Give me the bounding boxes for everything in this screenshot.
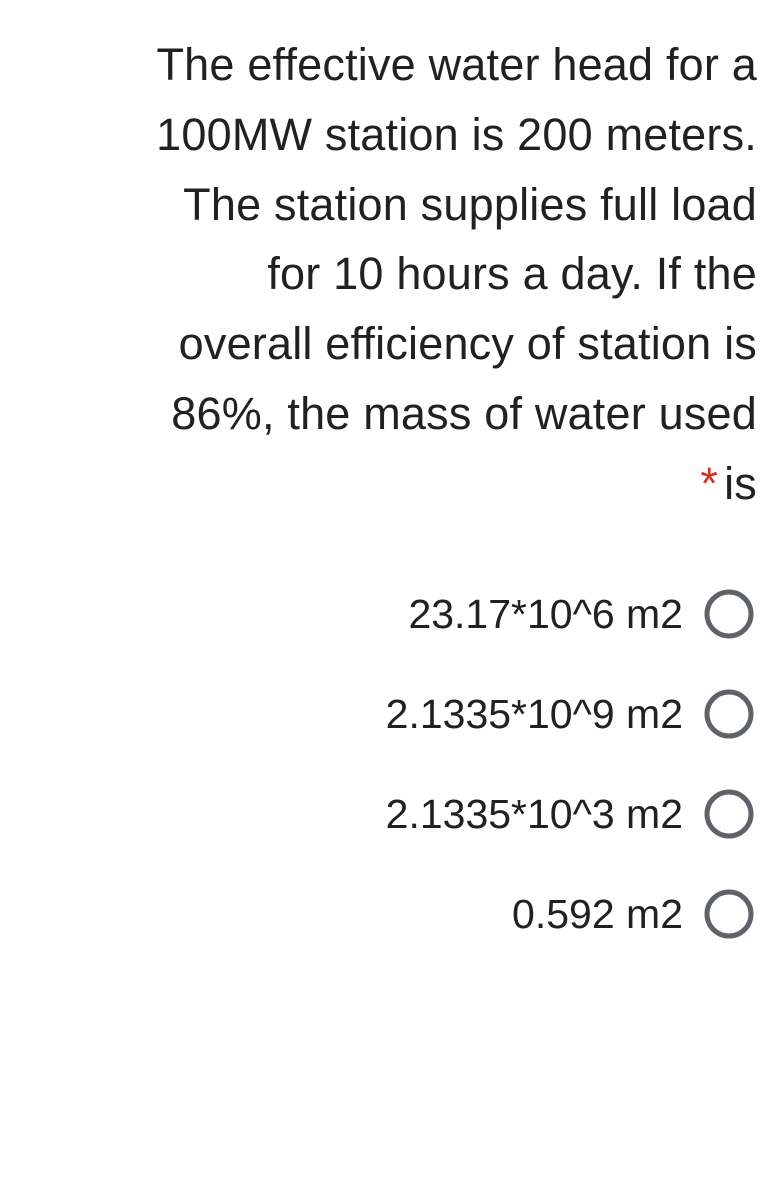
required-asterisk: *: [700, 458, 718, 509]
option-label: 0.592 m2: [512, 891, 683, 938]
option-row[interactable]: 0.592 m2: [512, 888, 755, 940]
radio-unchecked-icon[interactable]: [703, 788, 755, 840]
line-text: The station supplies full load: [183, 179, 757, 230]
line-text: 100MW station is 200 meters.: [156, 109, 757, 160]
option-label: 2.1335*10^9 m2: [386, 691, 683, 738]
line-text: overall efficiency of station is: [179, 318, 757, 369]
question-stem-line: The effective water head for a: [8, 30, 757, 100]
option-label: 2.1335*10^3 m2: [386, 791, 683, 838]
radio-unchecked-icon[interactable]: [703, 588, 755, 640]
option-row[interactable]: 23.17*10^6 m2: [408, 588, 755, 640]
question-stem-line-last: *is: [8, 449, 757, 519]
options-list: 23.17*10^6 m2 2.1335*10^9 m2 2.1335*10^3…: [0, 588, 757, 940]
option-row[interactable]: 2.1335*10^3 m2: [386, 788, 755, 840]
option-label: 23.17*10^6 m2: [408, 591, 683, 638]
line-text: is: [724, 458, 757, 509]
question-stem-block: The effective water head for a 100MW sta…: [0, 30, 757, 518]
question-stem-line: for 10 hours a day. If the: [8, 239, 757, 309]
question-stem-line: overall efficiency of station is: [8, 309, 757, 379]
radio-unchecked-icon[interactable]: [703, 888, 755, 940]
radio-unchecked-icon[interactable]: [703, 688, 755, 740]
quiz-question-card: The effective water head for a 100MW sta…: [0, 0, 779, 1200]
line-text: 86%, the mass of water used: [171, 388, 757, 439]
option-row[interactable]: 2.1335*10^9 m2: [386, 688, 755, 740]
question-stem-line: 86%, the mass of water used: [8, 379, 757, 449]
line-text: The effective water head for a: [156, 39, 757, 90]
line-text: for 10 hours a day. If the: [267, 248, 757, 299]
question-stem-line: The station supplies full load: [8, 170, 757, 240]
question-stem-line: 100MW station is 200 meters.: [8, 100, 757, 170]
